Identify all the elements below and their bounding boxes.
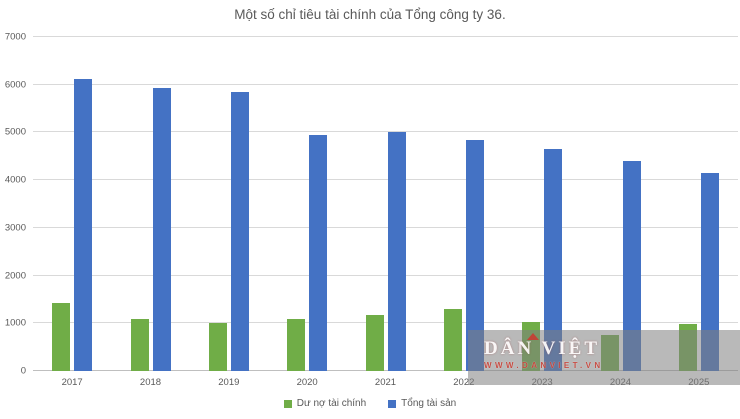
watermark-roof-icon — [527, 333, 539, 340]
y-axis-label-0: 0 — [20, 365, 26, 377]
bar-du-no-tai-chinh-2017 — [52, 302, 71, 371]
gridline-6000 — [33, 83, 738, 85]
bar-group-2024 — [600, 37, 642, 371]
bar-group-2021 — [365, 37, 407, 371]
bar-group-2022 — [443, 37, 485, 371]
bar-tong-tai-san-2017 — [74, 79, 93, 371]
chart-title: Một số chỉ tiêu tài chính của Tổng công … — [234, 7, 506, 22]
bar-group-2023 — [521, 37, 563, 371]
bar-group-2017 — [51, 37, 93, 371]
y-axis-label-1000: 1000 — [4, 317, 26, 329]
bar-tong-tai-san-2020 — [309, 135, 328, 371]
x-axis-label-2019: 2019 — [218, 377, 240, 388]
bar-tong-tai-san-2021 — [387, 132, 406, 371]
legend-swatch-blue-icon — [388, 399, 397, 408]
x-axis-label-2018: 2018 — [139, 377, 162, 388]
x-axis-label-2022: 2022 — [453, 377, 475, 388]
plot-area: 0 1000 2000 3000 4000 5000 6000 7000 2017 2018 201… — [5, 32, 738, 388]
bar-tong-tai-san-2023 — [544, 149, 563, 371]
watermark-brand-text: DÂN VIỆT — [484, 333, 740, 359]
y-axis-label-6000: 6000 — [4, 79, 26, 91]
bar-group-2020 — [286, 37, 328, 371]
legend-swatch-green-icon — [283, 399, 292, 408]
legend: Dư nợ tài chính Tổng tài sản — [0, 398, 740, 409]
x-axis-label-2020: 2020 — [296, 377, 318, 388]
bar-tong-tai-san-2018 — [152, 88, 171, 371]
bar-tong-tai-san-2019 — [230, 92, 249, 371]
bar-tong-tai-san-2024 — [622, 161, 641, 371]
watermark-brand-label: DÂN VIỆT — [484, 338, 601, 359]
bar-group-2019 — [208, 37, 250, 371]
y-axis-label-2000: 2000 — [4, 270, 26, 282]
gridline-1000 — [33, 322, 738, 324]
legend-label-du-no-tai-chinh: Dư nợ tài chính — [296, 398, 367, 409]
y-axis-label-3000: 3000 — [4, 222, 26, 234]
gridline-4000 — [33, 179, 738, 181]
y-axis-label-5000: 5000 — [4, 126, 26, 138]
x-axis-label-2017: 2017 — [61, 377, 83, 388]
x-axis-label-2021: 2021 — [374, 377, 397, 388]
bar-du-no-tai-chinh-2019 — [208, 323, 227, 371]
danviet-watermark: DÂN VIỆT WWW.DANVIET.VN — [468, 330, 740, 385]
legend-item-du-no-tai-chinh: Dư nợ tài chính — [283, 398, 367, 409]
bar-du-no-tai-chinh-2020 — [287, 318, 306, 371]
y-axis-label-4000: 4000 — [4, 174, 26, 186]
bar-group-2025 — [678, 37, 720, 371]
bar-group-2018 — [130, 37, 172, 371]
legend-label-tong-tai-san: Tổng tài sản — [401, 398, 457, 409]
watermark-url-text: WWW.DANVIET.VN — [484, 361, 604, 370]
gridline-7000 — [33, 36, 738, 37]
bar-tong-tai-san-2022 — [465, 139, 484, 371]
bar-tong-tai-san-2025 — [700, 173, 719, 371]
x-axis-line — [33, 370, 738, 371]
gridline-2000 — [33, 274, 738, 276]
bar-du-no-tai-chinh-2022 — [443, 309, 462, 371]
y-axis-label-7000: 7000 — [4, 31, 26, 43]
bar-du-no-tai-chinh-2021 — [365, 315, 384, 371]
bar-du-no-tai-chinh-2018 — [130, 319, 149, 371]
gridline-5000 — [33, 131, 738, 133]
gridline-3000 — [33, 226, 738, 228]
legend-item-tong-tai-san: Tổng tài sản — [388, 398, 456, 409]
